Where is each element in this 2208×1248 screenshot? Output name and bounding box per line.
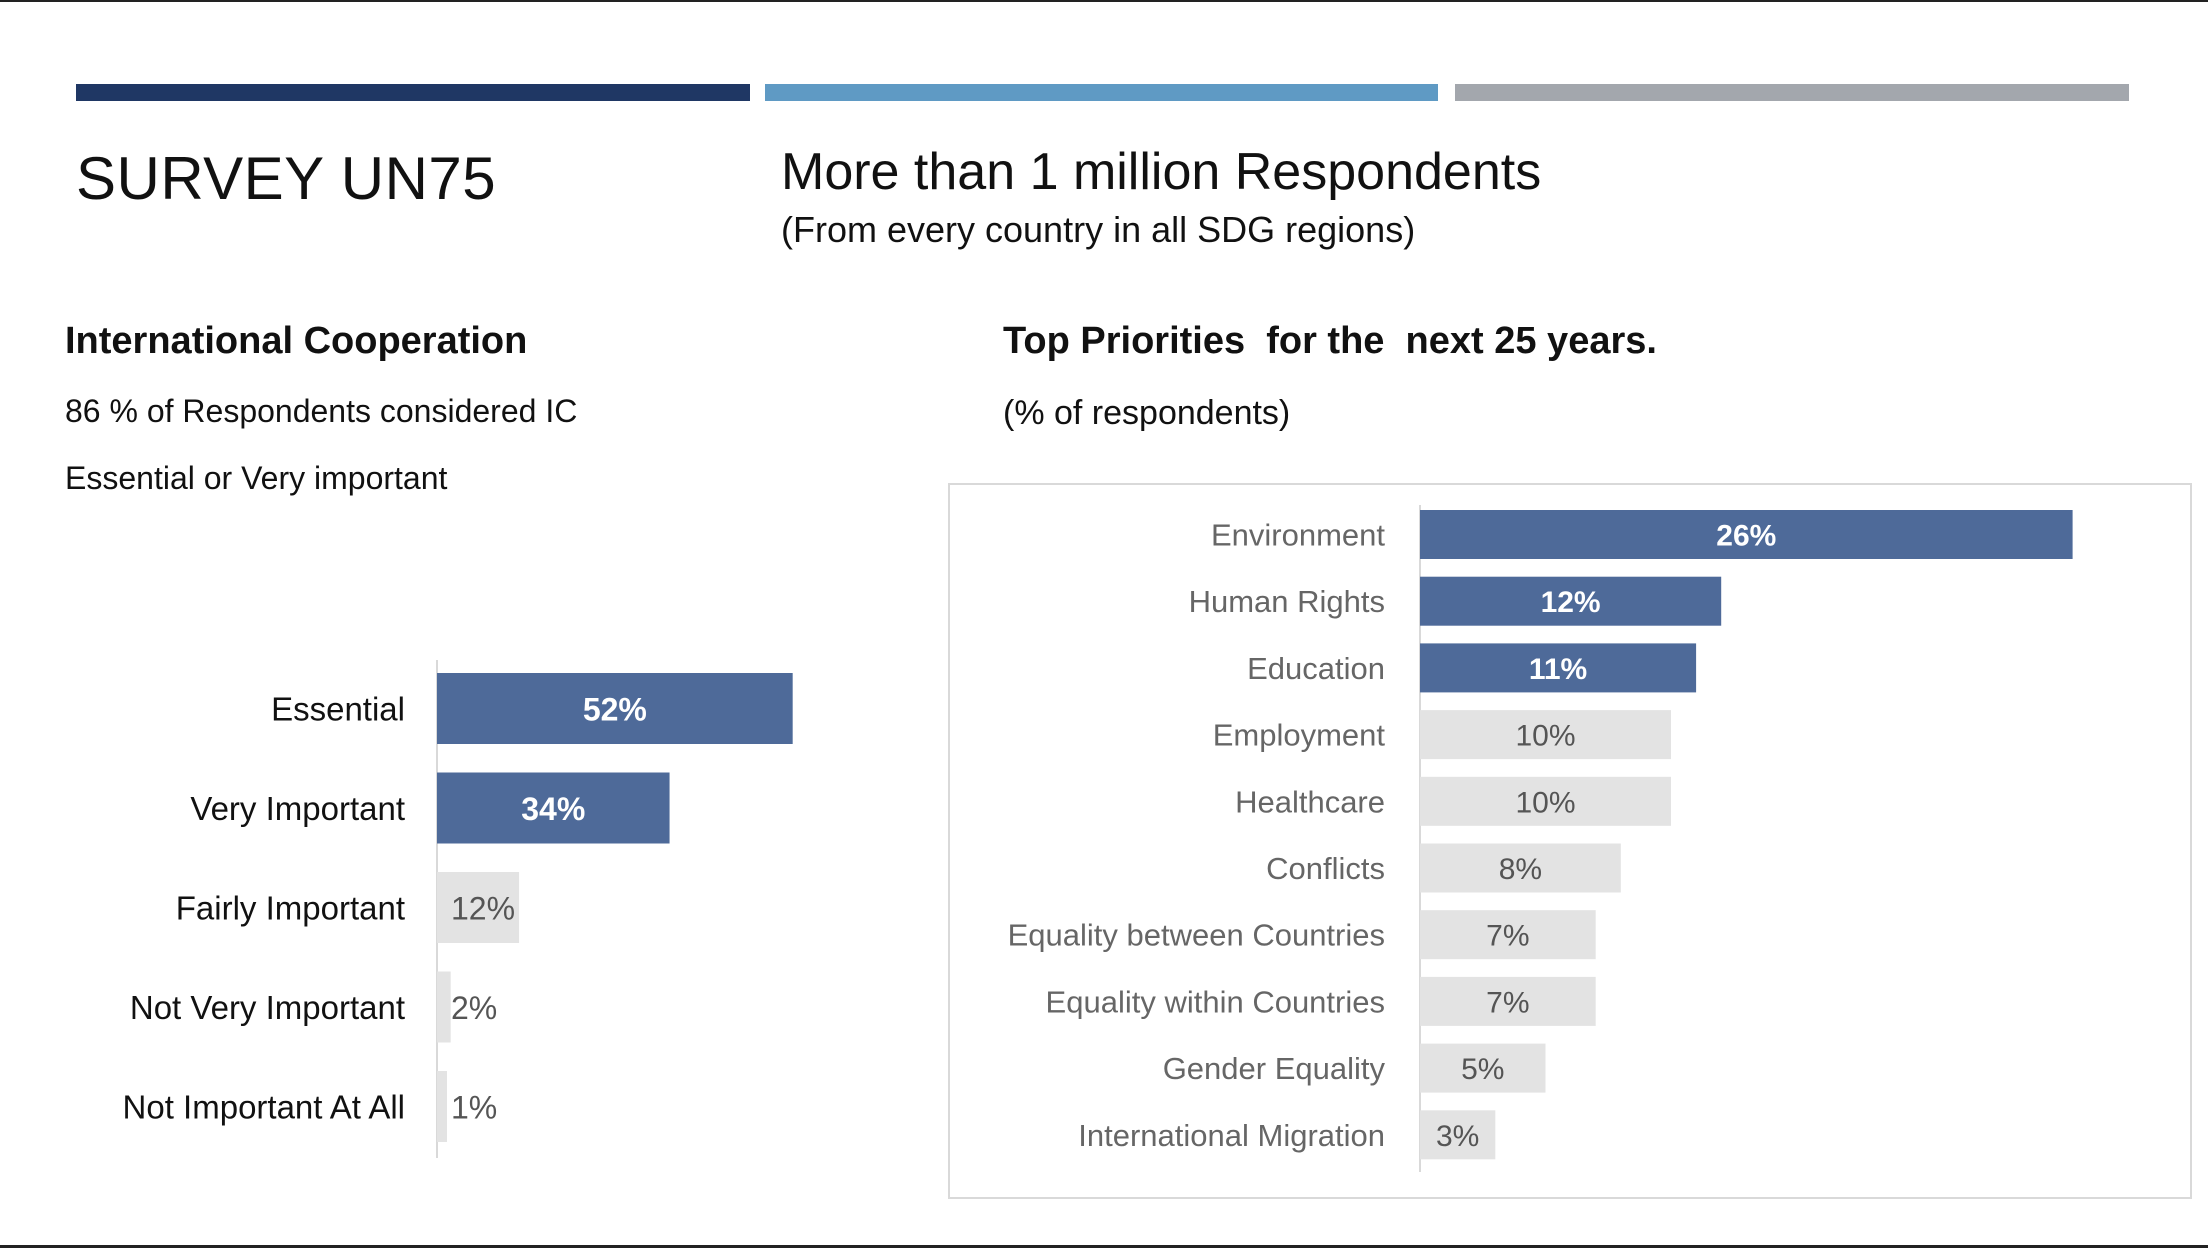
cooperation-value-label: 52% (583, 692, 647, 728)
priorities-value-label: 3% (1436, 1120, 1479, 1153)
header-stripe-blue (765, 84, 1438, 101)
header-stripe-navy (76, 84, 750, 101)
cooperation-bar (437, 971, 451, 1043)
cooperation-value-label: 12% (451, 891, 515, 927)
respondents-headline: More than 1 million Respondents (781, 143, 1542, 201)
respondents-subheadline: (From every country in all SDG regions) (781, 209, 1416, 250)
priorities-category-label: Equality within Countries (1046, 984, 1385, 1019)
cooperation-bar (437, 673, 793, 744)
priorities-value-label: 26% (1716, 520, 1776, 553)
cooperation-category-label: Fairly Important (176, 890, 405, 927)
header-stripe-gray (1455, 84, 2129, 101)
priorities-bar (1420, 576, 1722, 626)
priorities-bar (1420, 1110, 1496, 1160)
priorities-bar (1420, 976, 1596, 1026)
priorities-value-label: 5% (1461, 1053, 1504, 1086)
priorities-value-label: 11% (1529, 653, 1587, 686)
priorities-value-label: 7% (1486, 986, 1529, 1019)
priorities-category-label: Education (1247, 651, 1385, 686)
priorities-bar (1420, 1043, 1546, 1093)
cooperation-bar (437, 772, 670, 844)
cooperation-value-label: 1% (451, 1090, 497, 1126)
slide-title: SURVEY UN75 (76, 145, 497, 212)
priorities-category-label: Human Rights (1189, 584, 1385, 619)
priorities-value-label: 12% (1541, 586, 1601, 619)
priorities-bar (1420, 710, 1671, 760)
cooperation-category-label: Not Very Important (130, 989, 405, 1026)
cooperation-text-line2: Essential or Very important (65, 460, 448, 496)
priorities-category-label: Healthcare (1235, 784, 1385, 819)
priorities-bar (1420, 843, 1621, 893)
priorities-value-label: 7% (1486, 920, 1529, 953)
priorities-category-label: Environment (1211, 518, 1385, 553)
cooperation-text-line1: 86 % of Respondents considered IC (65, 393, 578, 429)
cooperation-value-label: 34% (521, 791, 585, 827)
cooperation-bar (437, 1071, 447, 1142)
priorities-category-label: International Migration (1078, 1118, 1385, 1153)
cooperation-category-label: Very Important (190, 790, 405, 827)
priorities-bar (1420, 510, 2073, 559)
priorities-title: Top Priorities for the next 25 years. (1003, 320, 1657, 362)
priorities-bar (1420, 643, 1697, 693)
priorities-value-label: 8% (1499, 853, 1542, 886)
priorities-bar (1420, 776, 1671, 826)
cooperation-title: International Cooperation (65, 320, 528, 362)
slide-bottom-border (0, 1245, 2208, 1248)
cooperation-value-label: 2% (451, 990, 497, 1026)
cooperation-bar (437, 872, 520, 943)
priorities-category-label: Equality between Countries (1008, 918, 1385, 953)
priorities-category-label: Employment (1213, 718, 1386, 753)
slide-top-border (0, 0, 2208, 2)
priorities-value-label: 10% (1515, 786, 1575, 819)
priorities-category-label: Gender Equality (1163, 1051, 1386, 1086)
cooperation-category-label: Not Important At All (123, 1089, 405, 1126)
priorities-subtitle: (% of respondents) (1003, 394, 1291, 432)
priorities-category-label: Conflicts (1266, 851, 1385, 886)
cooperation-category-label: Essential (271, 691, 405, 728)
priorities-value-label: 10% (1515, 720, 1575, 753)
priorities-bar (1420, 910, 1596, 960)
priorities-chart-frame (948, 483, 2192, 1199)
